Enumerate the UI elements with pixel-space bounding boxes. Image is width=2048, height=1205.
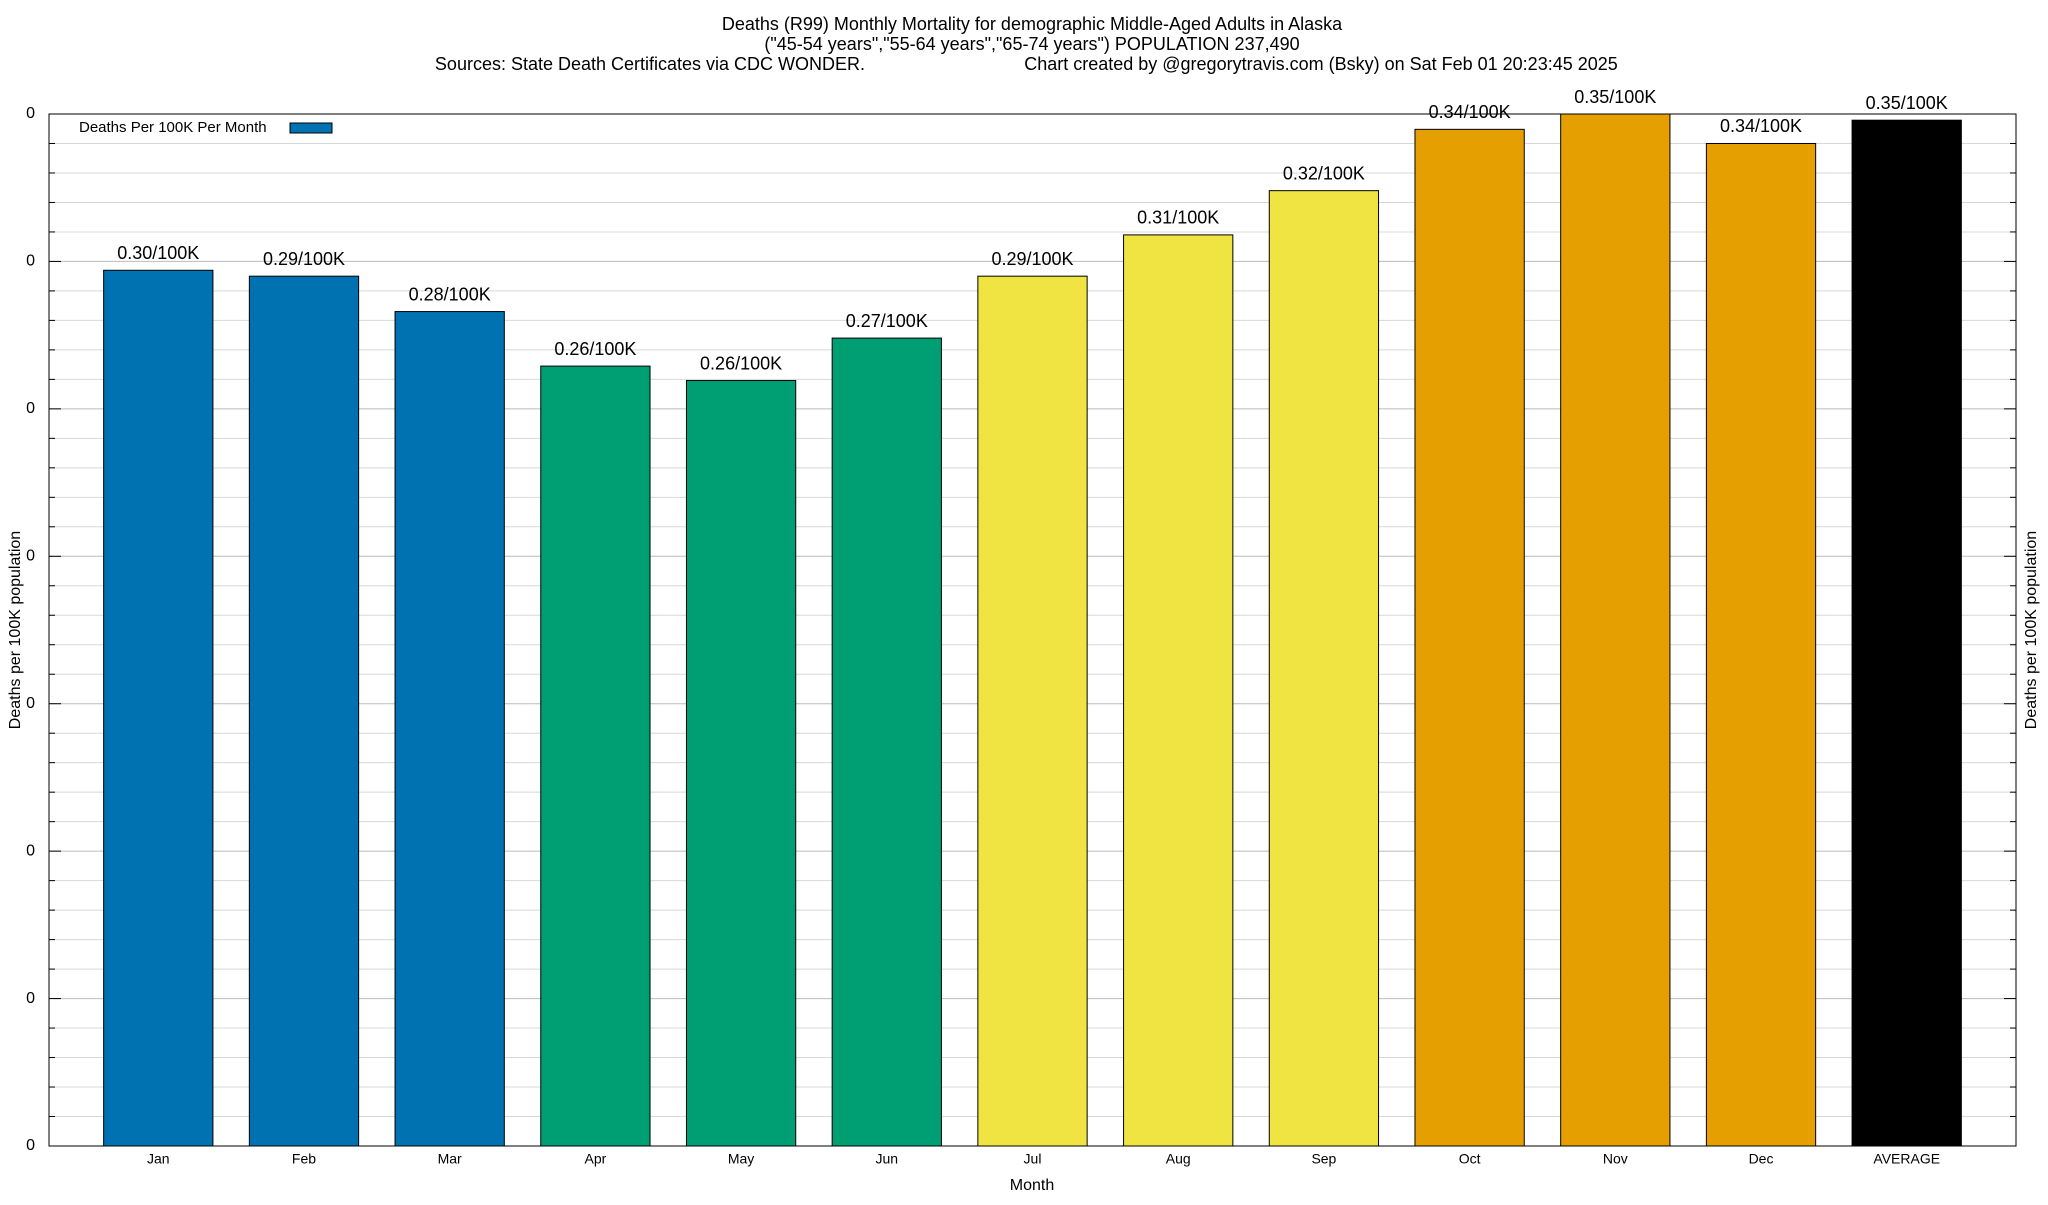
y-tick-label: 0 (26, 990, 35, 1007)
y-tick-label: 0 (26, 400, 35, 417)
value-label: 0.32/100K (1283, 163, 1365, 183)
y-tick-label: 0 (26, 105, 35, 122)
x-tick-label: AVERAGE (1873, 1151, 1940, 1167)
credit-note: Chart created by @gregorytravis.com (Bsk… (1024, 54, 1618, 74)
bar (1705, 142, 1817, 1147)
bar (540, 365, 651, 1147)
legend-label: Deaths Per 100K Per Month (79, 119, 267, 136)
value-label: 0.29/100K (991, 249, 1073, 269)
value-label: 0.26/100K (554, 339, 636, 359)
legend-swatch (289, 122, 333, 134)
bar (977, 275, 1088, 1147)
x-tick-label: Apr (584, 1151, 606, 1167)
y-tick-label: 0 (26, 1137, 35, 1154)
bar (831, 337, 942, 1147)
bar (685, 380, 797, 1147)
value-label: 0.35/100K (1574, 87, 1656, 107)
bar (1560, 113, 1671, 1147)
bar (1268, 190, 1380, 1147)
bar (1123, 234, 1234, 1147)
value-label: 0.27/100K (846, 311, 928, 331)
value-label: 0.34/100K (1720, 116, 1802, 136)
value-label: 0.29/100K (263, 249, 345, 269)
bar (248, 275, 360, 1147)
value-label: 0.30/100K (117, 243, 199, 263)
x-tick-label: Nov (1603, 1151, 1628, 1167)
x-tick-label: Mar (438, 1151, 462, 1167)
x-tick-label: Jan (147, 1151, 170, 1167)
y-axis-label: Deaths per 100K population (7, 531, 24, 729)
x-tick-label: May (728, 1151, 754, 1167)
chart-title: Deaths (R99) Monthly Mortality for demog… (722, 14, 1343, 34)
y-tick-label: 0 (26, 548, 35, 565)
y-tick-label: 0 (26, 842, 35, 859)
y2-axis-label: Deaths per 100K population (2023, 531, 2040, 729)
x-tick-label: Jul (1024, 1151, 1042, 1167)
x-tick-label: Aug (1166, 1151, 1191, 1167)
chart-subtitle: ("45-54 years","55-64 years","65-74 year… (764, 34, 1299, 54)
x-tick-label: Sep (1311, 1151, 1336, 1167)
bar (103, 269, 214, 1147)
value-label: 0.35/100K (1866, 93, 1948, 113)
value-label: 0.34/100K (1429, 102, 1511, 122)
x-tick-label: Oct (1459, 1151, 1481, 1167)
y-tick-label: 0 (26, 695, 35, 712)
bar (1414, 128, 1525, 1147)
value-label: 0.31/100K (1137, 208, 1219, 228)
value-label: 0.26/100K (700, 353, 782, 373)
x-tick-label: Feb (292, 1151, 316, 1167)
y-tick-label: 0 (26, 253, 35, 270)
x-tick-label: Dec (1749, 1151, 1774, 1167)
source-note: Sources: State Death Certificates via CD… (435, 54, 865, 74)
x-tick-label: Jun (876, 1151, 899, 1167)
value-label: 0.28/100K (409, 284, 491, 304)
bar (1851, 119, 1962, 1147)
x-axis-label: Month (1010, 1177, 1054, 1194)
plot-frame (48, 113, 2017, 1147)
bar (394, 311, 505, 1147)
